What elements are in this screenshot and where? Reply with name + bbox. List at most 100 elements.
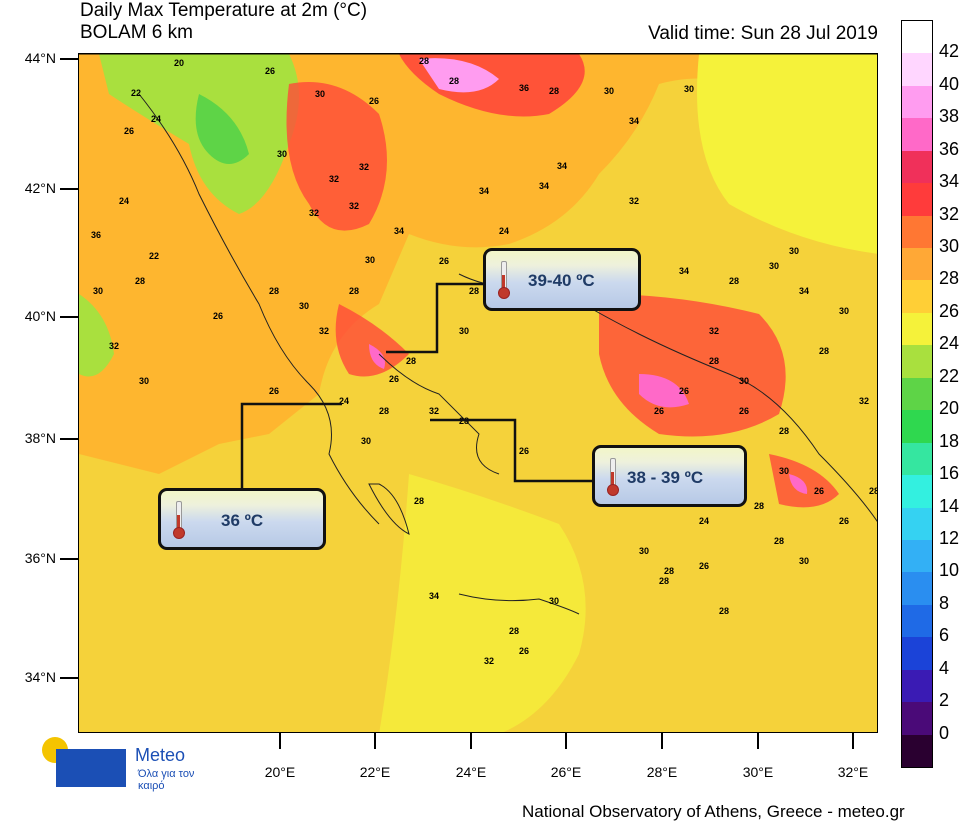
map-value: 36 <box>519 83 529 93</box>
map-value: 28 <box>135 276 145 286</box>
lon-label: 32°E <box>837 764 869 780</box>
map-value: 26 <box>679 386 689 396</box>
colorbar-segment <box>902 312 932 346</box>
callout-38-39: 38 - 39 ºC <box>592 445 747 507</box>
map-value: 28 <box>469 286 479 296</box>
map-value: 32 <box>429 406 439 416</box>
map-value: 32 <box>859 396 869 406</box>
map-value: 30 <box>779 466 789 476</box>
colorbar-segment <box>902 183 932 217</box>
map-value: 28 <box>406 356 416 366</box>
map-value: 26 <box>213 311 223 321</box>
meteo-logo: Meteo Όλα για τον καιρό <box>42 737 212 797</box>
colorbar-segment <box>902 539 932 573</box>
map-value: 24 <box>151 114 161 124</box>
colorbar-segment <box>902 507 932 541</box>
map-value: 26 <box>265 66 275 76</box>
valid-time: Valid time: Sun 28 Jul 2019 <box>648 23 878 44</box>
colorbar-label: 36 <box>939 138 960 159</box>
peak-hot-region-southeast <box>789 474 808 494</box>
colorbar-segment <box>902 637 932 671</box>
map-value: 28 <box>659 576 669 586</box>
map-value: 26 <box>124 126 134 136</box>
lat-tick <box>60 58 78 60</box>
map-value: 28 <box>349 286 359 296</box>
colorbar-label: 18 <box>939 430 960 451</box>
map-value: 30 <box>549 596 559 606</box>
hot-region-southeast <box>769 454 839 508</box>
map-value: 30 <box>365 255 375 265</box>
colorbar-label: 12 <box>939 527 960 548</box>
colorbar-label: 24 <box>939 333 960 354</box>
map-value: 30 <box>277 149 287 159</box>
map-value: 30 <box>93 286 103 296</box>
colorbar-label: 26 <box>939 300 960 321</box>
lon-label: 22°E <box>359 764 391 780</box>
map-value: 28 <box>379 406 389 416</box>
lon-tick <box>661 733 663 749</box>
map-value: 32 <box>309 208 319 218</box>
colorbar-label: 28 <box>939 268 960 289</box>
lon-label: 24°E <box>455 764 487 780</box>
map-value: 26 <box>814 486 824 496</box>
cooler-highland-region <box>195 94 249 164</box>
lat-label: 36°N <box>24 550 56 566</box>
map-value: 30 <box>639 546 649 556</box>
colorbar <box>901 20 933 768</box>
peak-hot-region-northeast <box>419 58 499 93</box>
map-value: 32 <box>109 341 119 351</box>
map-value: 30 <box>684 84 694 94</box>
hot-region-north <box>286 82 387 231</box>
map-value: 28 <box>549 86 559 96</box>
map-value: 28 <box>729 276 739 286</box>
colorbar-label: 34 <box>939 171 960 192</box>
lat-tick <box>60 677 78 679</box>
lat-tick <box>60 188 78 190</box>
map-value: 32 <box>319 326 329 336</box>
map-value: 32 <box>484 656 494 666</box>
map-value: 26 <box>519 446 529 456</box>
map-value: 32 <box>349 201 359 211</box>
map-value: 28 <box>449 76 459 86</box>
map-value: 34 <box>479 186 489 196</box>
map-value: 28 <box>459 416 469 426</box>
lat-tick <box>60 438 78 440</box>
map-value: 22 <box>149 251 159 261</box>
map-value: 20 <box>174 58 184 68</box>
colorbar-label: 32 <box>939 203 960 224</box>
colorbar-segment <box>902 669 932 703</box>
colorbar-segment <box>902 85 932 119</box>
lon-label: 20°E <box>264 764 296 780</box>
colorbar-label: 0 <box>939 722 950 743</box>
map-value: 26 <box>369 96 379 106</box>
black-sea-field <box>697 54 877 254</box>
map-value: 30 <box>604 86 614 96</box>
map-value: 34 <box>679 266 689 276</box>
map-value: 28 <box>754 501 764 511</box>
map-value: 34 <box>539 181 549 191</box>
callout-label: 36 ºC <box>221 511 264 530</box>
callout-label: 39-40 ºC <box>528 271 595 290</box>
colorbar-label: 20 <box>939 398 960 419</box>
map-value: 34 <box>429 591 439 601</box>
peak-hot-region-anatolia <box>639 374 689 408</box>
map-value: 32 <box>709 326 719 336</box>
colorbar-segment <box>902 475 932 508</box>
map-value: 26 <box>839 516 849 526</box>
chart-title: Daily Max Temperature at 2m (°C) <box>80 0 368 21</box>
thermometer-icon <box>173 501 185 539</box>
map-value: 22 <box>131 88 141 98</box>
map-value: 24 <box>499 226 509 236</box>
map-value: 28 <box>719 606 729 616</box>
colorbar-label: 30 <box>939 236 960 257</box>
map-value: 28 <box>269 286 279 296</box>
map-value: 28 <box>509 626 519 636</box>
map-value: 30 <box>299 301 309 311</box>
map-value: 26 <box>389 374 399 384</box>
map-value: 26 <box>269 386 279 396</box>
colorbar-label: 16 <box>939 463 960 484</box>
colorbar-label: 14 <box>939 495 960 516</box>
map-value: 32 <box>359 162 369 172</box>
map-value: 28 <box>819 346 829 356</box>
lat-label: 44°N <box>24 50 56 66</box>
